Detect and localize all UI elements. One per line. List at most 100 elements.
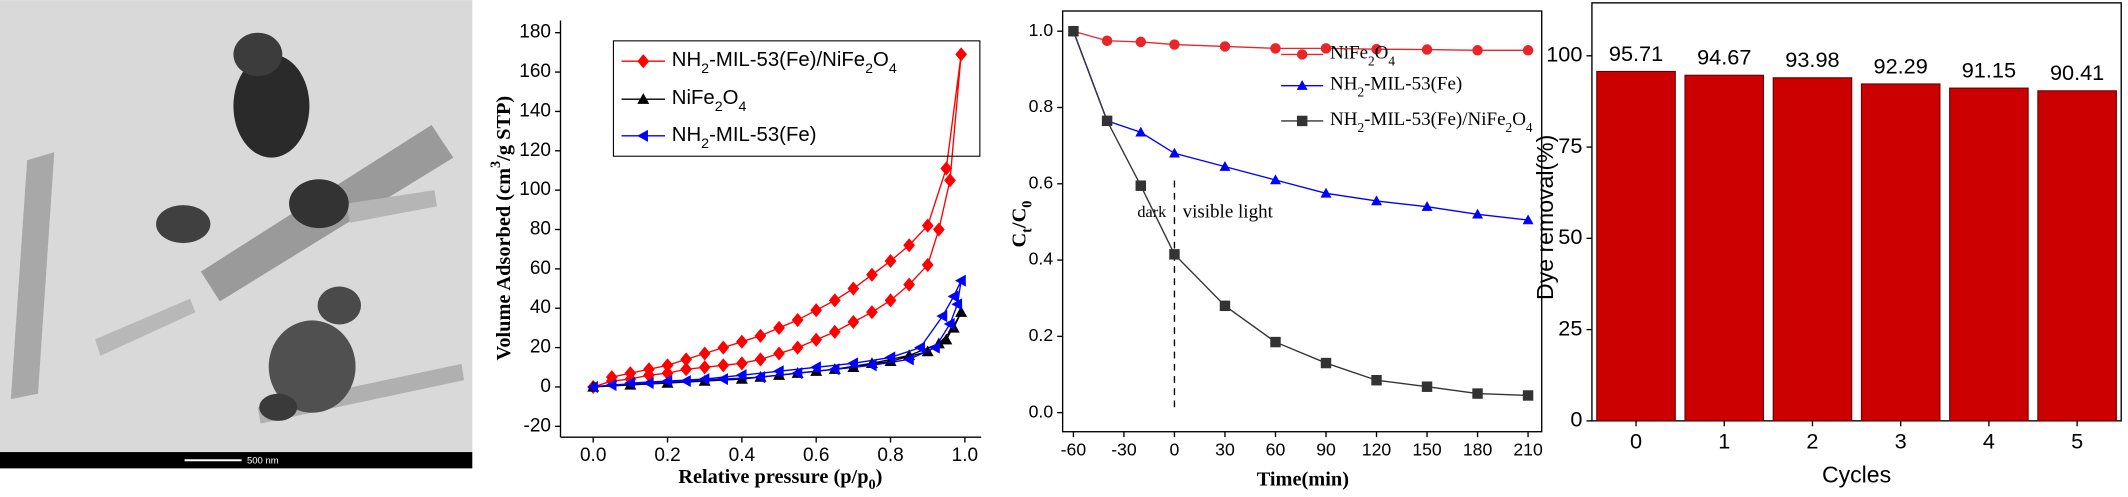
marker [932,222,945,237]
marker [1219,161,1231,171]
marker [1320,357,1332,369]
marker [921,257,934,272]
legend-marker [1296,115,1308,127]
y-tick-label: 160 [519,61,551,82]
marker [791,340,804,355]
marker [884,351,896,364]
marker [1219,41,1231,52]
x-tick-label: -60 [1061,439,1087,459]
marker [1371,195,1382,206]
value-label: 95.71 [1609,41,1663,66]
marker [717,358,730,373]
x-tick-label: 150 [1412,439,1442,459]
x-tick-label: 0.8 [877,445,903,466]
marker [587,380,598,393]
x-tick-label: 1.0 [952,445,978,466]
marker [921,218,934,233]
y-tick-label: 0.2 [1029,325,1054,345]
marker [661,358,674,373]
legend-label: NH2-MIL-53(Fe) [672,124,817,151]
marker [884,293,897,308]
tem-particle [317,286,361,325]
marker [1270,336,1281,348]
legend-marker [1296,80,1308,90]
marker [698,360,711,375]
marker [1522,390,1534,401]
plot-frame [1591,2,2122,422]
legend-marker [637,93,650,104]
marker [847,357,859,370]
y-tick-label: 1.0 [1029,20,1054,40]
marker [1522,45,1534,56]
tem-particle [156,205,211,244]
tem-particle [259,393,298,421]
marker [847,314,860,330]
value-label: 90.41 [2050,60,2104,85]
tem-particle [289,179,349,229]
y-axis-title: Ct/C0 [1008,201,1036,248]
marker [903,277,915,292]
marker [605,378,617,391]
marker [944,173,956,188]
marker [754,352,767,367]
x-tick-label: 2 [1806,428,1818,453]
marker [866,305,878,320]
bar [1949,87,2029,422]
tem-background [0,0,473,469]
x-tick-label: 4 [1983,428,1995,453]
marker [884,253,897,269]
marker [1168,147,1180,158]
x-tick-label: -30 [1111,439,1137,459]
y-tick-label: 0.8 [1029,96,1054,116]
y-tick-label: 50 [1558,224,1582,249]
marker [1169,249,1180,260]
y-axis-title: Volume Adsorbed (cm3/g STP) [488,96,514,361]
x-tick-label: 180 [1463,439,1493,459]
marker [642,377,654,390]
marker [1472,388,1483,399]
tem-rod [95,298,196,356]
marker [754,328,767,343]
marker [680,362,692,377]
y-axis-title: Dye removal(%) [1532,135,1558,300]
marker [940,161,953,176]
marker [847,281,860,296]
y-tick-label: 180 [519,22,551,43]
marker [1135,180,1147,191]
marker [754,371,766,384]
legend-box [612,40,981,157]
tem-image: 500 nm [0,0,473,469]
x-tick-label: 120 [1362,439,1392,459]
tem-scale-label: 500 nm [247,455,279,466]
bar [1772,77,1853,422]
marker [1371,374,1382,386]
x-tick-label: 0 [1630,428,1642,453]
marker [717,373,728,386]
marker [955,47,968,62]
marker [1270,174,1281,185]
y-tick-label: 140 [519,100,551,121]
tem-rod [10,152,55,400]
value-label: 94.67 [1697,45,1751,70]
marker [1421,201,1433,211]
marker [1135,36,1147,48]
marker [772,365,784,378]
x-tick-label: 0.4 [729,445,756,466]
marker [1101,35,1113,46]
marker [828,293,841,308]
value-label: 92.29 [1874,53,1928,78]
marker [955,274,966,287]
tem-particle [233,32,283,77]
marker [679,375,691,388]
marker [624,377,636,390]
marker [735,334,748,349]
marker [698,346,711,361]
marker [828,324,841,339]
legend-label: NH2-MIL-53(Fe)/NiFe2O4 [672,50,897,77]
marker [735,356,748,371]
y-tick-label: 0.4 [1029,249,1054,269]
y-tick-label: 0 [1570,407,1582,432]
x-tick-label: 210 [1513,439,1543,459]
marker [914,341,925,354]
